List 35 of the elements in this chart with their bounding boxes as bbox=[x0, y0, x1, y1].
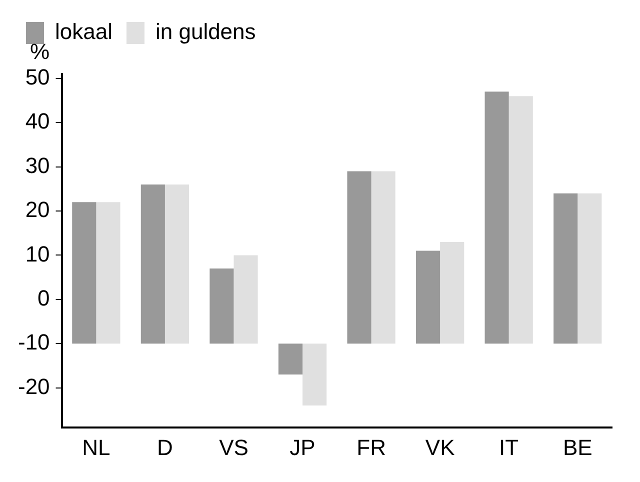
bar bbox=[234, 255, 258, 344]
y-tick-label: 30 bbox=[25, 152, 50, 178]
y-tick-label: 40 bbox=[25, 108, 50, 134]
bar bbox=[278, 344, 303, 375]
bar bbox=[72, 202, 96, 344]
bar bbox=[96, 202, 120, 344]
bar bbox=[578, 193, 602, 344]
y-tick-label: -20 bbox=[18, 374, 50, 399]
bar bbox=[164, 184, 190, 344]
legend-label: in guldens bbox=[155, 19, 256, 44]
bar bbox=[484, 92, 509, 344]
bar bbox=[440, 242, 464, 344]
bar bbox=[210, 268, 234, 344]
y-tick-label: -10 bbox=[18, 330, 50, 355]
x-tick-label: IT bbox=[499, 434, 519, 460]
x-tick-label: VK bbox=[425, 434, 456, 460]
bar bbox=[554, 193, 578, 344]
bar bbox=[302, 344, 327, 406]
bar bbox=[347, 171, 372, 344]
x-tick-label: VS bbox=[219, 434, 248, 460]
bar bbox=[371, 171, 396, 344]
x-tick-label: JP bbox=[290, 434, 316, 460]
bar bbox=[140, 184, 165, 344]
y-tick-label: 20 bbox=[25, 197, 50, 222]
bar bbox=[416, 250, 440, 344]
x-tick-label: FR bbox=[356, 434, 386, 460]
x-tick-label: NL bbox=[82, 434, 110, 460]
x-tick-label: D bbox=[157, 434, 173, 460]
y-axis-title: % bbox=[30, 39, 50, 64]
y-tick-label: 10 bbox=[25, 241, 50, 266]
y-tick-label: 0 bbox=[38, 285, 50, 310]
legend-label: lokaal bbox=[55, 19, 112, 44]
y-tick-label: 50 bbox=[25, 64, 50, 90]
x-tick-label: BE bbox=[562, 434, 592, 460]
bar bbox=[508, 96, 533, 344]
